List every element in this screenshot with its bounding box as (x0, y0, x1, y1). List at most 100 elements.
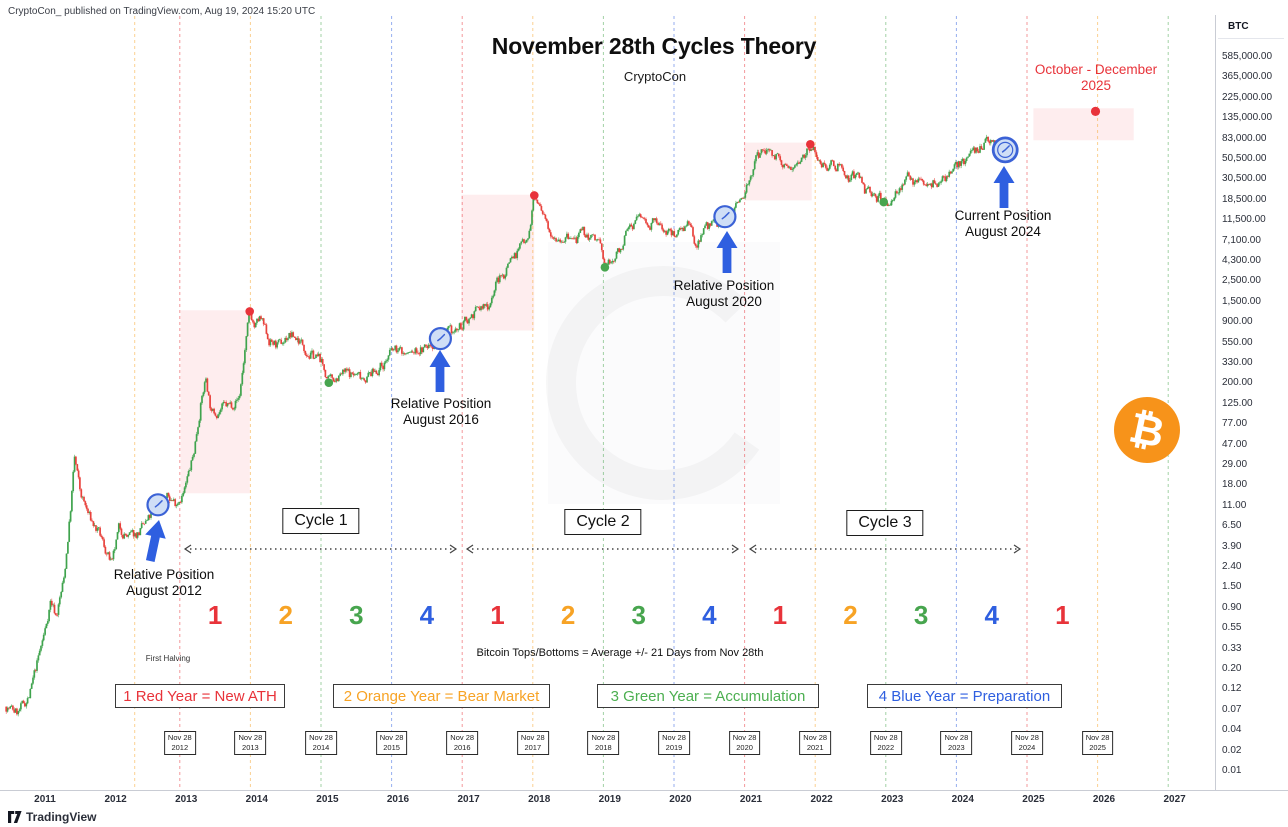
cycle-highlight-box (743, 142, 812, 201)
price-tick: 0.33 (1222, 642, 1242, 654)
cycle-span-arrowhead-left (465, 544, 474, 554)
year-tick-2018: 2018 (528, 794, 551, 805)
year-tick-2023: 2023 (881, 794, 904, 805)
price-tick: 125.00 (1222, 397, 1253, 409)
price-tick: 30,500.00 (1222, 173, 1267, 185)
year-tick-2013: 2013 (175, 794, 198, 805)
cycle-highlight-box (461, 194, 535, 331)
price-tick: 2,500.00 (1222, 275, 1261, 287)
price-tick: 225,000.00 (1222, 91, 1273, 103)
nov28-box-2020: Nov 28 2020 (728, 731, 761, 755)
cycle-bottom-dot (879, 197, 888, 207)
first-halving-label: First Halving (145, 654, 191, 663)
price-tick: 0.02 (1222, 744, 1242, 756)
cycle-span-arrowhead-right (449, 544, 458, 554)
price-tick: 365,000.00 (1222, 71, 1273, 83)
year-number-2024: 4 (984, 600, 999, 630)
year-tick-2024: 2024 (951, 794, 974, 805)
bitcoin-logo (1114, 397, 1180, 463)
price-tick: 0.12 (1222, 683, 1242, 695)
clock-hands (154, 500, 163, 508)
year-number-2022: 2 (843, 600, 858, 630)
price-tick: 0.01 (1222, 765, 1242, 776)
annotation-relative-2020: Relative Position August 2020 (673, 278, 775, 309)
year-tick-2026: 2026 (1092, 794, 1116, 805)
year-number-2013: 1 (207, 600, 223, 630)
projected-top-dot (1090, 106, 1101, 116)
year-tick-2012: 2012 (104, 794, 127, 805)
year-tick-2027: 2027 (1163, 794, 1186, 805)
nov28-box-2018: Nov 28 2018 (587, 731, 620, 755)
year-number-2015: 3 (349, 600, 364, 630)
attribution-text: CryptoCon_ published on TradingView.com,… (8, 6, 316, 17)
annotation-relative-2016: Relative Position August 2016 (390, 396, 492, 427)
price-tick: 2.40 (1222, 561, 1242, 572)
axis-header-divider (1218, 38, 1284, 39)
nov28-box-2025: Nov 28 2025 (1081, 731, 1114, 755)
price-axis-separator (1215, 15, 1216, 790)
cycle-span-arrowhead-left (183, 544, 192, 554)
price-tick: 0.07 (1222, 703, 1242, 715)
price-tick: 47.00 (1222, 438, 1248, 450)
nov28-box-2014: Nov 28 2014 (305, 731, 337, 755)
year-tick-2017: 2017 (457, 794, 480, 805)
symbol-label: BTC (1228, 21, 1249, 32)
clock-hands (437, 333, 446, 342)
pointer-arrow (716, 231, 738, 273)
year-tick-2019: 2019 (598, 794, 621, 805)
legend-item-1: 1 Red Year = New ATH (115, 684, 285, 708)
price-tick: 29.00 (1222, 459, 1248, 470)
price-tick: 1,500.00 (1222, 295, 1261, 307)
tradingview-icon (8, 811, 22, 823)
year-number-2018: 2 (560, 600, 576, 630)
cycle-bottom-dot (600, 263, 610, 272)
nov28-box-2012: Nov 28 2012 (163, 731, 196, 755)
price-tick: 3.90 (1222, 540, 1242, 552)
price-tick: 330.00 (1222, 357, 1253, 368)
price-tick: 900.00 (1222, 316, 1253, 328)
tops-bottoms-note: Bitcoin Tops/Bottoms = Average +/- 21 Da… (476, 647, 764, 659)
year-tick-2021: 2021 (739, 794, 763, 805)
year-tick-2016: 2016 (386, 794, 410, 805)
price-tick: 1.50 (1222, 581, 1242, 593)
price-tick: 11,500.00 (1222, 214, 1266, 226)
cycle-span-arrowhead-right (1013, 544, 1022, 554)
price-tick: 18.00 (1222, 479, 1248, 491)
price-tick: 135,000.00 (1222, 112, 1273, 124)
time-axis-separator (0, 790, 1288, 791)
clock-icon-inner (997, 141, 1014, 158)
price-tick: 550.00 (1222, 336, 1253, 348)
year-number-2016: 4 (419, 600, 435, 630)
nov28-box-2024: Nov 28 2024 (1011, 731, 1043, 755)
legend-item-2: 2 Orange Year = Bear Market (333, 684, 550, 708)
cycle-span-arrowhead-left (748, 544, 757, 554)
nov28-box-2017: Nov 28 2017 (516, 731, 549, 755)
price-tick: 0.20 (1222, 663, 1242, 674)
price-tick: 0.04 (1222, 724, 1242, 736)
year-tick-2022: 2022 (810, 794, 833, 805)
nov28-box-2023: Nov 28 2023 (940, 731, 973, 755)
cycle-2-label: Cycle 2 (564, 509, 642, 535)
year-number-2021: 1 (772, 600, 788, 630)
annotation-projection-2025: October - December 2025 (1034, 62, 1158, 93)
price-tick: 50,500.00 (1222, 153, 1267, 164)
tradingview-logo[interactable]: TradingView (8, 810, 96, 824)
price-tick: 18,500.00 (1222, 193, 1267, 205)
price-tick: 0.90 (1222, 601, 1242, 613)
pointer-arrow (993, 166, 1015, 208)
price-tick: 6.50 (1222, 520, 1242, 532)
price-tick: 585,000.00 (1222, 51, 1273, 62)
price-tick: 7,100.00 (1222, 234, 1261, 246)
pointer-arrow (145, 520, 166, 562)
price-tick: 4,300.00 (1222, 255, 1261, 266)
price-tick: 83,000.00 (1222, 132, 1267, 144)
year-number-2019: 3 (631, 600, 646, 630)
cycle-3-label: Cycle 3 (846, 510, 924, 536)
tradingview-label: TradingView (26, 810, 97, 824)
year-tick-2025: 2025 (1022, 794, 1045, 805)
nov28-box-2019: Nov 28 2019 (658, 731, 690, 755)
year-number-2025: 1 (1055, 600, 1070, 630)
cycle-span-arrowhead-right (731, 544, 740, 554)
